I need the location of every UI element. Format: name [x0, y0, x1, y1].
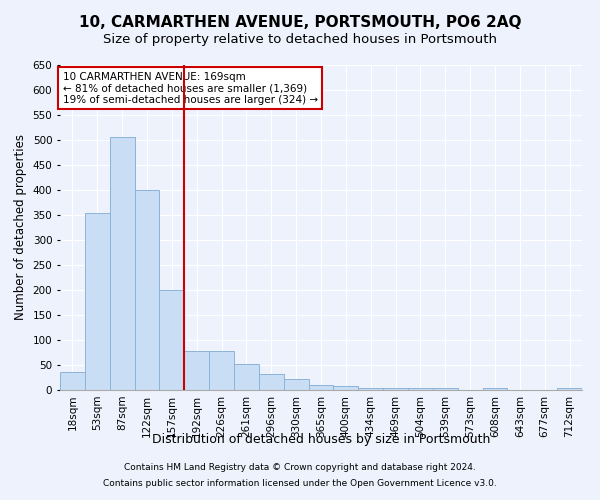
Y-axis label: Number of detached properties: Number of detached properties: [14, 134, 27, 320]
Text: Contains HM Land Registry data © Crown copyright and database right 2024.: Contains HM Land Registry data © Crown c…: [124, 464, 476, 472]
Bar: [259, 374, 284, 390]
Bar: [557, 388, 582, 390]
Bar: [209, 351, 234, 390]
Text: 10 CARMARTHEN AVENUE: 169sqm
← 81% of detached houses are smaller (1,369)
19% of: 10 CARMARTHEN AVENUE: 169sqm ← 81% of de…: [62, 72, 318, 104]
Text: Size of property relative to detached houses in Portsmouth: Size of property relative to detached ho…: [103, 32, 497, 46]
Bar: [184, 351, 209, 390]
Bar: [160, 290, 184, 390]
Bar: [334, 386, 358, 390]
Bar: [433, 388, 458, 390]
Bar: [110, 136, 134, 390]
Bar: [308, 384, 334, 390]
Bar: [234, 364, 259, 390]
Bar: [60, 372, 85, 390]
Bar: [408, 388, 433, 390]
Bar: [482, 388, 508, 390]
Text: 10, CARMARTHEN AVENUE, PORTSMOUTH, PO6 2AQ: 10, CARMARTHEN AVENUE, PORTSMOUTH, PO6 2…: [79, 15, 521, 30]
Text: Distribution of detached houses by size in Portsmouth: Distribution of detached houses by size …: [152, 432, 490, 446]
Bar: [134, 190, 160, 390]
Bar: [85, 212, 110, 390]
Text: Contains public sector information licensed under the Open Government Licence v3: Contains public sector information licen…: [103, 478, 497, 488]
Bar: [383, 388, 408, 390]
Bar: [284, 379, 308, 390]
Bar: [358, 388, 383, 390]
